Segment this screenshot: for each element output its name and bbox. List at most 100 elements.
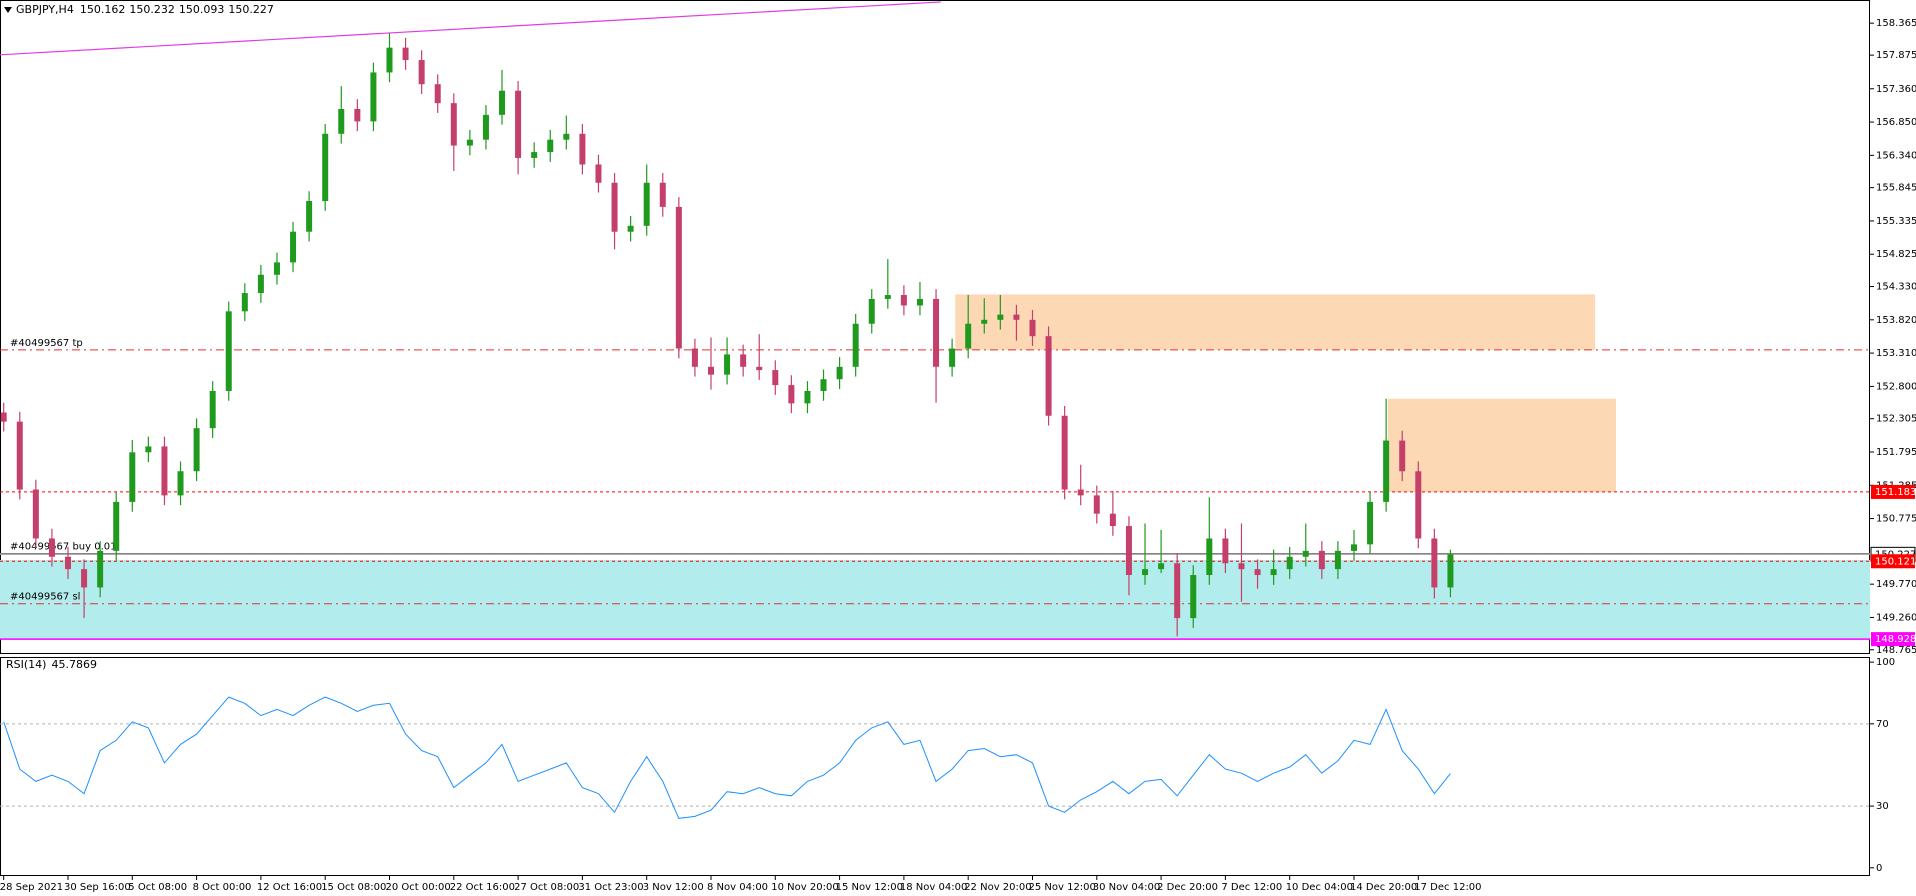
y-tick-label: 154.825 <box>1876 249 1916 260</box>
candle-body <box>16 421 23 490</box>
candle-body <box>1334 550 1341 570</box>
candle-body <box>772 370 779 386</box>
menu-arrow[interactable] <box>4 7 12 13</box>
x-tick-label: 25 Nov 12:00 <box>1028 882 1095 893</box>
rsi-line <box>3 696 1451 819</box>
x-tick-label: 20 Oct 00:00 <box>385 882 450 893</box>
price-tag-label: 148.928 <box>1875 634 1916 645</box>
y-tick-label: 149.260 <box>1876 612 1916 623</box>
candle-body <box>145 446 152 453</box>
candle-body <box>1415 471 1422 539</box>
candle-body <box>740 354 747 367</box>
candle-body <box>64 556 71 570</box>
candle-body <box>852 323 859 367</box>
bar-close: 150.227 <box>228 3 274 16</box>
y-tick-label: 156.850 <box>1876 117 1916 128</box>
x-tick-label: 8 Nov 04:00 <box>707 882 768 893</box>
y-tick-label: 155.335 <box>1876 216 1916 227</box>
order-label: #40499567 tp <box>10 338 83 349</box>
candle-body <box>965 323 972 349</box>
candle-body <box>804 390 811 404</box>
candle-body <box>1142 569 1149 576</box>
candle-body <box>1206 538 1213 576</box>
candle-body <box>997 314 1004 320</box>
candle-body <box>611 182 618 232</box>
rsi-panel <box>0 657 1870 876</box>
candle-body <box>418 60 425 85</box>
price-tag <box>1871 554 1915 569</box>
x-tick-label: 30 Sep 16:00 <box>64 882 131 893</box>
candle-body <box>273 262 280 275</box>
x-tick-label: 15 Nov 12:00 <box>836 882 903 893</box>
y-tick-label: 157.875 <box>1876 50 1916 61</box>
y-tick-label: 150.775 <box>1876 514 1916 525</box>
candle-body <box>595 164 602 183</box>
candle-body <box>627 225 634 232</box>
candle-body <box>113 501 120 551</box>
candle-body <box>707 366 714 375</box>
candle-body <box>386 47 393 73</box>
y-tick-label: 152.800 <box>1876 381 1916 392</box>
candle-body <box>1045 336 1052 416</box>
candle-body <box>916 298 923 306</box>
candle-body <box>1431 538 1438 588</box>
x-tick-label: 22 Oct 16:00 <box>450 882 515 893</box>
candle-body <box>225 311 232 391</box>
x-tick-label: 2 Dec 20:00 <box>1157 882 1218 893</box>
y-tick-label: 158.365 <box>1876 18 1916 29</box>
x-tick-label: 8 Oct 00:00 <box>193 882 252 893</box>
chart-header: GBPJPY,H4 150.162 150.232 150.093 150.227 <box>16 3 274 16</box>
x-tick-label: 10 Dec 04:00 <box>1286 882 1353 893</box>
order-label: #40499567 sl <box>10 592 80 603</box>
candle-body <box>724 354 731 375</box>
candle-body <box>0 412 7 422</box>
candle-body <box>868 298 875 324</box>
candle-body <box>1447 554 1454 588</box>
candle-body <box>129 452 136 502</box>
candle-body <box>434 84 441 104</box>
x-tick-label: 27 Oct 08:00 <box>514 882 579 893</box>
candle-body <box>161 446 168 496</box>
candle-body <box>1158 563 1165 570</box>
candle-body <box>1125 526 1132 576</box>
x-tick-label: 15 Oct 08:00 <box>321 882 386 893</box>
zone <box>955 294 1596 350</box>
candle-body <box>981 319 988 324</box>
candle-body <box>788 385 795 404</box>
rsi-tick-label: 30 <box>1876 801 1889 812</box>
candle-body <box>32 489 39 539</box>
candle-body <box>1013 314 1020 320</box>
candle-body <box>290 231 297 263</box>
candle-body <box>756 366 763 371</box>
candle-body <box>933 298 940 367</box>
candle-body <box>1061 415 1068 490</box>
trendline <box>0 1 941 56</box>
x-tick-label: 18 Nov 04:00 <box>900 882 967 893</box>
candle-body <box>1399 440 1406 472</box>
candle-body <box>691 348 698 367</box>
x-tick-label: 3 Nov 12:00 <box>643 882 704 893</box>
rsi-header: RSI(14) 45.7869 <box>6 658 97 671</box>
axes: 158.365 157.875 157.360 156.850 156.340 155.8… <box>0 18 1916 893</box>
candle-body <box>1190 575 1197 619</box>
candle-body <box>81 569 88 588</box>
candle-body <box>322 133 329 202</box>
candle-body <box>482 114 489 140</box>
x-tick-label: 5 Oct 08:00 <box>128 882 187 893</box>
y-tick-label: 155.845 <box>1876 183 1916 194</box>
x-tick-label: 12 Oct 16:00 <box>257 882 322 893</box>
price-tag <box>1871 632 1915 647</box>
x-tick-label: 17 Dec 12:00 <box>1414 882 1481 893</box>
rsi-name: RSI(14) <box>6 658 46 671</box>
bar-low: 150.093 <box>179 3 225 16</box>
candle-body <box>1350 544 1357 551</box>
rsi-plot <box>0 696 1870 819</box>
candle-body <box>370 72 377 122</box>
x-tick-label: 28 Sep 2021 <box>0 882 63 893</box>
candle-body <box>1254 569 1261 576</box>
candle-body <box>675 206 682 349</box>
y-tick-label: 149.770 <box>1876 579 1916 590</box>
candle-body <box>1222 538 1229 564</box>
